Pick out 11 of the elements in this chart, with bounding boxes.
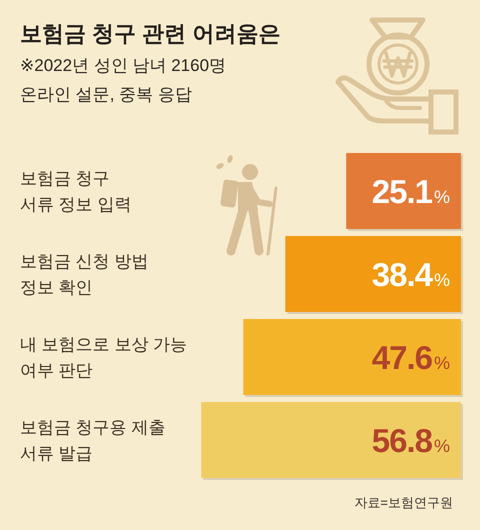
y-tick-label: 보험금 신청 방법 정보 확인 [20,252,148,297]
y-tick-label: 보험금 청구용 제출 서류 발급 [20,418,166,463]
data-label: 38.4% [372,256,450,293]
y-tick-label: 보험금 청구 서류 정보 입력 [20,168,132,214]
chart-title: 보험금 청구 관련 어려움은 [20,21,280,46]
data-label: 25.1% [372,173,450,210]
data-label: 47.6% [372,339,450,376]
y-tick-label: 내 보험으로 보상 가능 여부 판단 [20,334,188,380]
text: 자료=보험연구원 [354,495,453,510]
data-label: 56.8% [372,422,450,459]
chart-subtitle: ※2022년 성인 남녀 2160명 온라인 설문, 중복 응답 [20,56,226,104]
